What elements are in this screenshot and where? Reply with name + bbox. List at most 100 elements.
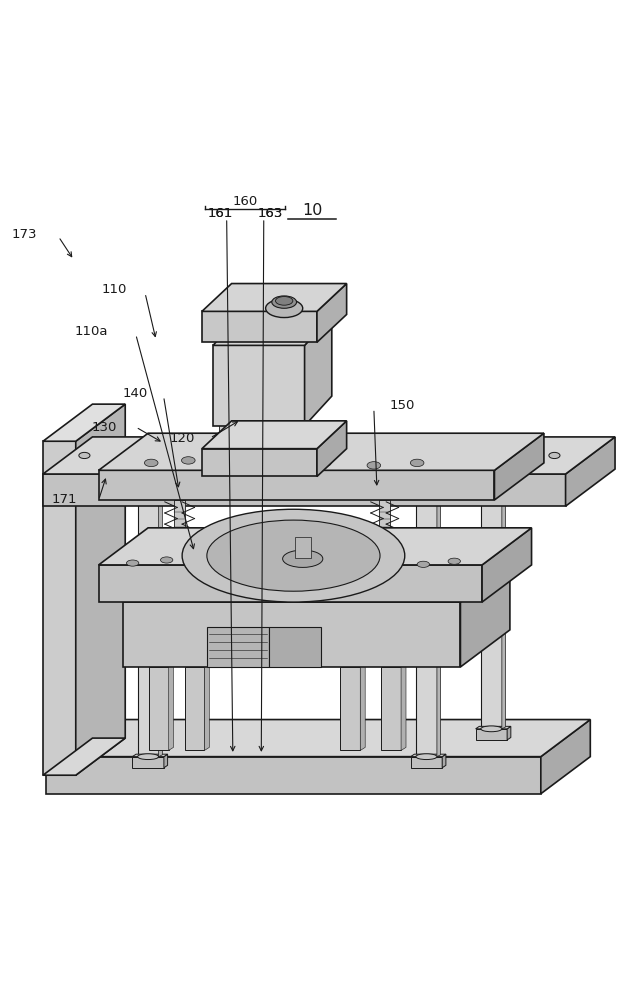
Polygon shape [482,528,532,602]
Polygon shape [317,284,347,342]
Text: 171: 171 [52,493,77,506]
Polygon shape [202,449,317,476]
Polygon shape [76,404,125,775]
Ellipse shape [138,457,158,463]
Polygon shape [205,664,209,750]
Polygon shape [213,345,305,426]
Ellipse shape [416,754,437,760]
Polygon shape [379,500,390,571]
Polygon shape [341,667,360,750]
Polygon shape [401,664,406,750]
Polygon shape [202,311,317,342]
Polygon shape [360,664,365,750]
Polygon shape [124,602,461,667]
Polygon shape [437,458,441,757]
Polygon shape [43,404,125,441]
Polygon shape [231,339,242,475]
Polygon shape [475,729,507,740]
Ellipse shape [481,454,502,460]
Polygon shape [256,446,309,470]
Text: 110a: 110a [74,325,108,338]
Ellipse shape [272,296,296,308]
Text: 161: 161 [208,207,233,220]
Ellipse shape [182,509,405,602]
Ellipse shape [367,462,381,469]
Polygon shape [461,565,510,667]
Polygon shape [213,316,332,345]
Polygon shape [502,455,505,729]
Ellipse shape [266,299,303,318]
Polygon shape [218,339,230,475]
Polygon shape [541,720,590,794]
Polygon shape [99,565,482,602]
Text: 130: 130 [92,421,117,434]
Polygon shape [185,667,205,750]
Ellipse shape [79,452,90,459]
Ellipse shape [231,462,245,469]
Polygon shape [158,458,162,757]
Polygon shape [138,460,158,757]
Ellipse shape [276,297,293,305]
Text: 150: 150 [389,399,415,412]
Polygon shape [507,726,511,740]
Polygon shape [43,437,615,474]
Polygon shape [268,339,279,475]
Polygon shape [164,754,168,768]
Polygon shape [481,457,502,729]
Polygon shape [168,664,173,750]
Polygon shape [132,754,168,757]
Text: 163: 163 [257,207,283,220]
Ellipse shape [318,459,331,467]
Polygon shape [43,474,565,506]
Ellipse shape [144,459,158,467]
Ellipse shape [160,557,173,563]
Ellipse shape [127,560,139,566]
Ellipse shape [207,520,380,591]
Polygon shape [207,627,269,667]
Ellipse shape [182,457,195,464]
Polygon shape [256,434,324,446]
Ellipse shape [138,754,158,760]
Text: 173: 173 [11,228,37,241]
Polygon shape [381,667,401,750]
Polygon shape [99,470,494,500]
Ellipse shape [448,558,461,564]
Text: 161: 161 [208,207,233,220]
Ellipse shape [417,561,429,567]
Text: 160: 160 [233,195,258,208]
Polygon shape [46,757,541,794]
Polygon shape [149,667,168,750]
Polygon shape [124,565,510,602]
Ellipse shape [481,726,502,732]
Polygon shape [295,537,311,558]
Text: 163: 163 [257,207,283,220]
Polygon shape [99,433,544,470]
Polygon shape [43,441,76,775]
Polygon shape [132,757,164,768]
Polygon shape [202,421,347,449]
Polygon shape [309,434,324,470]
Text: 120: 120 [169,432,195,445]
Text: 140: 140 [123,387,148,400]
Ellipse shape [411,459,424,467]
Polygon shape [269,627,321,667]
Polygon shape [565,437,615,506]
Polygon shape [475,726,511,729]
Polygon shape [416,460,437,757]
Polygon shape [411,757,442,768]
Ellipse shape [549,452,560,459]
Text: 110: 110 [101,283,127,296]
Ellipse shape [283,550,323,567]
Polygon shape [442,754,446,768]
Polygon shape [317,421,347,476]
Ellipse shape [273,436,296,449]
Polygon shape [202,284,347,311]
Polygon shape [99,528,532,565]
Polygon shape [174,500,185,571]
Polygon shape [280,339,291,475]
Polygon shape [43,738,125,775]
Text: 10: 10 [302,203,322,218]
Polygon shape [305,316,332,426]
Ellipse shape [416,457,437,463]
Polygon shape [411,754,446,757]
